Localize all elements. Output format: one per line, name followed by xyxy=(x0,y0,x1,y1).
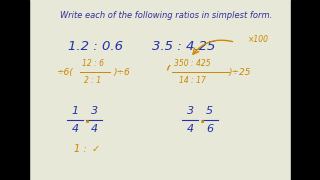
Bar xyxy=(0,0,29,180)
Text: 350 : 425: 350 : 425 xyxy=(174,59,211,68)
Text: 3: 3 xyxy=(187,106,194,116)
Text: 3: 3 xyxy=(91,106,98,116)
Text: ÷6(: ÷6( xyxy=(56,68,73,77)
Text: 12 : 6: 12 : 6 xyxy=(82,59,104,68)
Text: .: . xyxy=(84,112,90,126)
Text: 6: 6 xyxy=(206,124,213,134)
Text: 4: 4 xyxy=(72,124,79,134)
Text: ✓: ✓ xyxy=(91,144,99,154)
Text: 5: 5 xyxy=(206,106,213,116)
Text: 4: 4 xyxy=(91,124,98,134)
Text: )÷6: )÷6 xyxy=(114,68,130,77)
Text: 14 : 17: 14 : 17 xyxy=(179,76,205,85)
Text: 1: 1 xyxy=(72,106,79,116)
Text: 1 :: 1 : xyxy=(74,144,86,154)
Text: )÷25: )÷25 xyxy=(229,68,251,77)
Text: 1.2 : 0.6: 1.2 : 0.6 xyxy=(68,40,124,53)
Text: 4: 4 xyxy=(187,124,194,134)
Bar xyxy=(291,0,320,180)
Text: Write each of the following ratios in simplest form.: Write each of the following ratios in si… xyxy=(60,11,273,20)
Text: 3.5 : 4.25: 3.5 : 4.25 xyxy=(152,40,216,53)
Text: 2 : 1: 2 : 1 xyxy=(84,76,101,85)
Text: .: . xyxy=(200,112,205,126)
Text: ×100: ×100 xyxy=(248,35,269,44)
